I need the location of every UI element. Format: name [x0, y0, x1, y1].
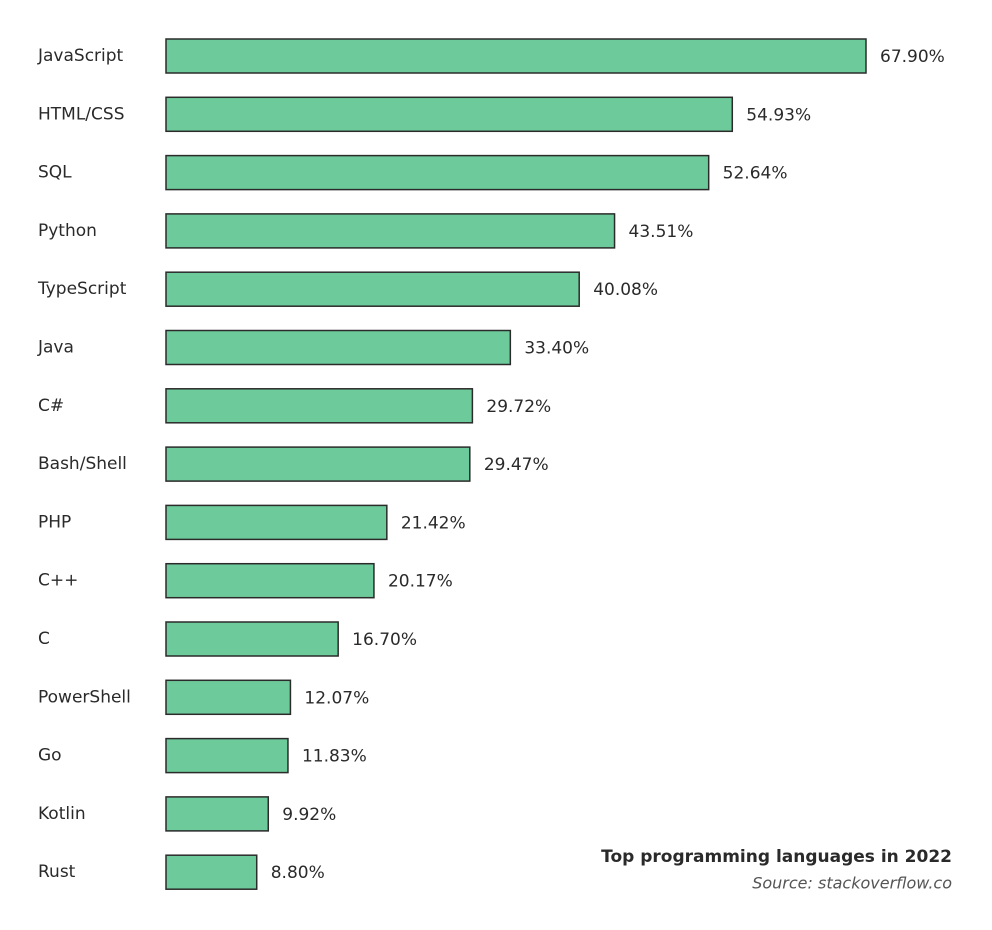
category-label: Python [38, 221, 97, 241]
value-label: 40.08% [593, 280, 658, 300]
category-label: SQL [38, 163, 72, 183]
bar [165, 271, 580, 307]
category-label: C [38, 629, 50, 649]
category-label: Rust [38, 862, 76, 882]
value-label: 12.07% [304, 688, 369, 708]
bar [165, 854, 258, 890]
bar [165, 679, 292, 716]
value-label: 16.70% [352, 630, 417, 650]
bar [165, 621, 339, 657]
bar [165, 796, 270, 832]
value-label: 33.40% [524, 339, 589, 359]
bar [165, 562, 375, 599]
value-label: 8.80% [271, 863, 325, 883]
category-label: Bash/Shell [38, 454, 127, 474]
category-label: PHP [38, 512, 71, 532]
value-label: 29.72% [486, 397, 551, 417]
bar [165, 388, 474, 424]
category-label: TypeScript [37, 279, 127, 299]
value-label: 21.42% [401, 513, 466, 533]
category-label: Go [38, 746, 62, 766]
bar [165, 737, 289, 774]
category-label: PowerShell [38, 687, 131, 707]
bar [165, 504, 388, 541]
category-label: Java [37, 338, 74, 358]
bar [165, 329, 512, 366]
category-label: Kotlin [38, 804, 86, 824]
value-label: 43.51% [629, 222, 694, 242]
bar [165, 213, 616, 249]
value-label: 29.47% [484, 455, 549, 475]
bar [165, 96, 734, 133]
category-label: JavaScript [37, 46, 124, 66]
value-label: 11.83% [302, 747, 367, 767]
value-label: 52.64% [723, 164, 788, 184]
category-label: C++ [38, 571, 78, 591]
value-label: 67.90% [880, 47, 945, 67]
bar [165, 446, 471, 482]
bar [165, 154, 710, 191]
bar [165, 38, 867, 74]
chart-source: Source: stackoverflow.co [752, 874, 952, 893]
value-label: 54.93% [746, 105, 811, 125]
category-label: C# [38, 396, 64, 416]
value-label: 20.17% [388, 572, 453, 592]
value-label: 9.92% [282, 805, 336, 825]
chart-title: Top programming languages in 2022 [601, 847, 952, 867]
category-label: HTML/CSS [38, 104, 125, 124]
